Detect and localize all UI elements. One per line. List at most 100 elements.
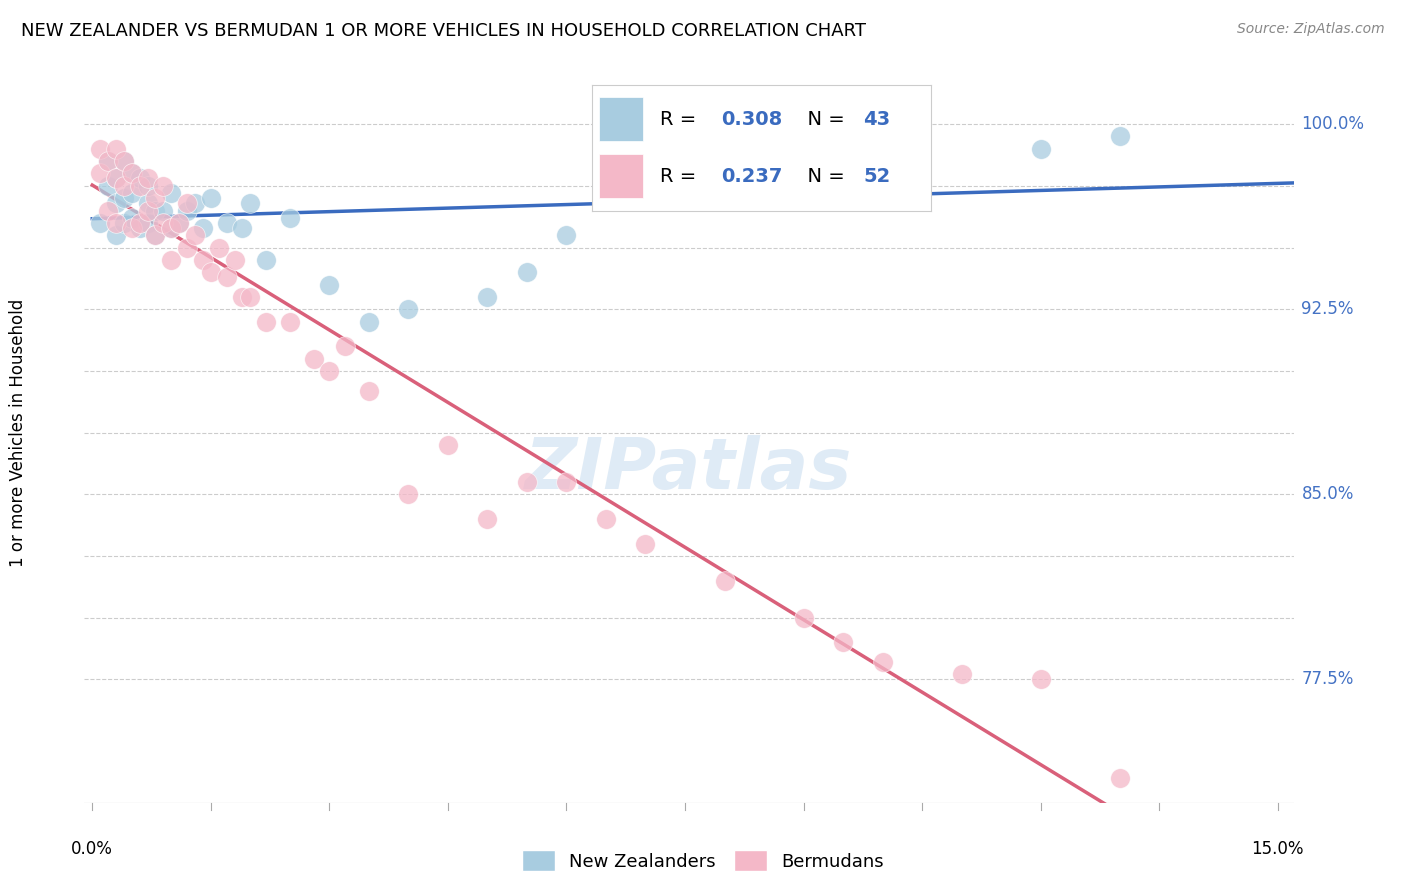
Point	[121, 220, 143, 235]
Point	[136, 196, 159, 211]
Point	[121, 166, 143, 180]
Point	[184, 228, 207, 243]
Point	[1108, 771, 1130, 785]
Point	[254, 314, 277, 328]
Point	[224, 252, 246, 267]
Point	[318, 364, 340, 378]
Point	[793, 610, 815, 624]
Text: 15.0%: 15.0%	[1251, 839, 1303, 858]
Point	[357, 314, 380, 328]
Point	[128, 220, 150, 235]
Point	[357, 384, 380, 398]
Point	[152, 178, 174, 193]
Point	[950, 667, 973, 681]
Point	[396, 487, 419, 501]
Point	[104, 228, 127, 243]
Point	[136, 216, 159, 230]
Point	[832, 635, 855, 649]
Point	[215, 216, 238, 230]
Point	[477, 512, 499, 526]
Point	[437, 438, 460, 452]
Point	[176, 240, 198, 254]
Point	[104, 142, 127, 156]
Point	[215, 270, 238, 285]
Point	[208, 240, 231, 254]
Point	[160, 220, 183, 235]
Legend: New Zealanders, Bermudans: New Zealanders, Bermudans	[515, 843, 891, 879]
Point	[176, 203, 198, 218]
Point	[152, 203, 174, 218]
Point	[278, 314, 301, 328]
Point	[200, 265, 222, 279]
Point	[176, 196, 198, 211]
Point	[97, 154, 120, 169]
Point	[184, 196, 207, 211]
Point	[128, 216, 150, 230]
Point	[302, 351, 325, 366]
Point	[872, 142, 894, 156]
Point	[136, 171, 159, 186]
Point	[97, 178, 120, 193]
Point	[112, 191, 135, 205]
Point	[152, 216, 174, 230]
Point	[555, 475, 578, 489]
Point	[121, 186, 143, 201]
Text: 100.0%: 100.0%	[1302, 115, 1364, 133]
Point	[89, 216, 111, 230]
Text: 1 or more Vehicles in Household: 1 or more Vehicles in Household	[8, 299, 27, 566]
Point	[104, 216, 127, 230]
Text: ZIPatlas: ZIPatlas	[526, 435, 852, 504]
Point	[145, 191, 167, 205]
Point	[872, 655, 894, 669]
Text: 85.0%: 85.0%	[1302, 485, 1354, 503]
Point	[595, 512, 617, 526]
Point	[191, 252, 214, 267]
Point	[89, 142, 111, 156]
Point	[333, 339, 356, 353]
Point	[104, 171, 127, 186]
Point	[555, 228, 578, 243]
Point	[145, 228, 167, 243]
Point	[231, 220, 253, 235]
Point	[254, 252, 277, 267]
Point	[1029, 142, 1052, 156]
Point	[634, 536, 657, 550]
Point	[104, 196, 127, 211]
Point	[121, 211, 143, 225]
Point	[112, 216, 135, 230]
Point	[145, 203, 167, 218]
Point	[239, 196, 262, 211]
Point	[396, 302, 419, 317]
Point	[89, 166, 111, 180]
Point	[167, 216, 190, 230]
Point	[104, 171, 127, 186]
Point	[713, 154, 735, 169]
Text: 92.5%: 92.5%	[1302, 301, 1354, 318]
Point	[167, 216, 190, 230]
Point	[97, 154, 120, 169]
Point	[145, 228, 167, 243]
Point	[112, 154, 135, 169]
Point	[239, 290, 262, 304]
Point	[191, 220, 214, 235]
Point	[516, 265, 538, 279]
Text: Source: ZipAtlas.com: Source: ZipAtlas.com	[1237, 22, 1385, 37]
Point	[128, 171, 150, 186]
Point	[477, 290, 499, 304]
Text: 0.0%: 0.0%	[72, 839, 114, 858]
Point	[136, 203, 159, 218]
Point	[200, 191, 222, 205]
Point	[231, 290, 253, 304]
Point	[1108, 129, 1130, 144]
Point	[112, 178, 135, 193]
Point	[128, 178, 150, 193]
Point	[278, 211, 301, 225]
Point	[1029, 673, 1052, 687]
Text: 77.5%: 77.5%	[1302, 671, 1354, 689]
Point	[634, 191, 657, 205]
Point	[713, 574, 735, 588]
Point	[516, 475, 538, 489]
Point	[121, 166, 143, 180]
Point	[136, 178, 159, 193]
Point	[160, 220, 183, 235]
